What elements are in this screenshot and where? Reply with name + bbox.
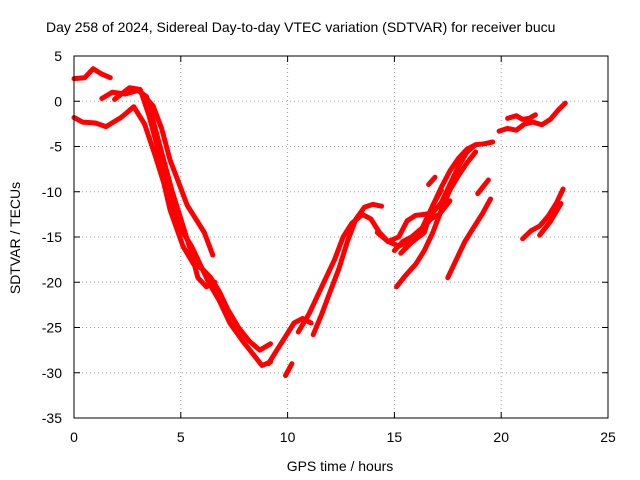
grid [74,56,608,418]
series-sat-g [283,361,295,378]
chart-title: Day 258 of 2024, Sidereal Day-to-day VTE… [46,19,555,35]
x-axis: 0 5 10 15 20 25 [70,56,616,445]
series-sat-m [398,187,444,256]
x-tick-label: 20 [493,429,509,445]
y-tick-label: -30 [42,365,62,381]
y-tick-label: -15 [42,229,62,245]
series-sat-a [71,66,113,82]
y-tick-label: -25 [42,320,62,336]
series-sat-l [394,149,479,290]
series-sat-r [505,112,538,122]
series-sat-p [475,177,491,197]
y-tick-label: -35 [42,410,62,426]
series-layer [71,66,568,378]
y-tick-label: 5 [54,48,62,64]
y-tick-label: -5 [50,139,63,155]
series-sat-n [426,174,438,187]
series-sat-t [537,201,564,238]
series-sat-e [139,91,216,258]
series-sat-s [520,186,566,242]
y-axis-label: SDTVAR / TECUs [7,182,23,294]
series-sat-i [310,201,385,338]
y-tick-label: 0 [54,93,62,109]
x-tick-label: 10 [280,429,296,445]
series-sat-q [496,100,568,134]
y-axis: 5 0 -5 -10 -15 -20 -25 -30 -35 [42,48,608,426]
x-tick-label: 15 [387,429,403,445]
series-sat-b [71,104,273,353]
y-tick-label: -10 [42,184,62,200]
y-tick-label: -20 [42,274,62,290]
series-sat-o [445,196,493,281]
x-tick-label: 5 [177,429,185,445]
x-tick-label: 25 [600,429,616,445]
x-axis-label: GPS time / hours [287,458,394,474]
series-sat-d [112,85,273,368]
x-tick-label: 0 [70,429,78,445]
